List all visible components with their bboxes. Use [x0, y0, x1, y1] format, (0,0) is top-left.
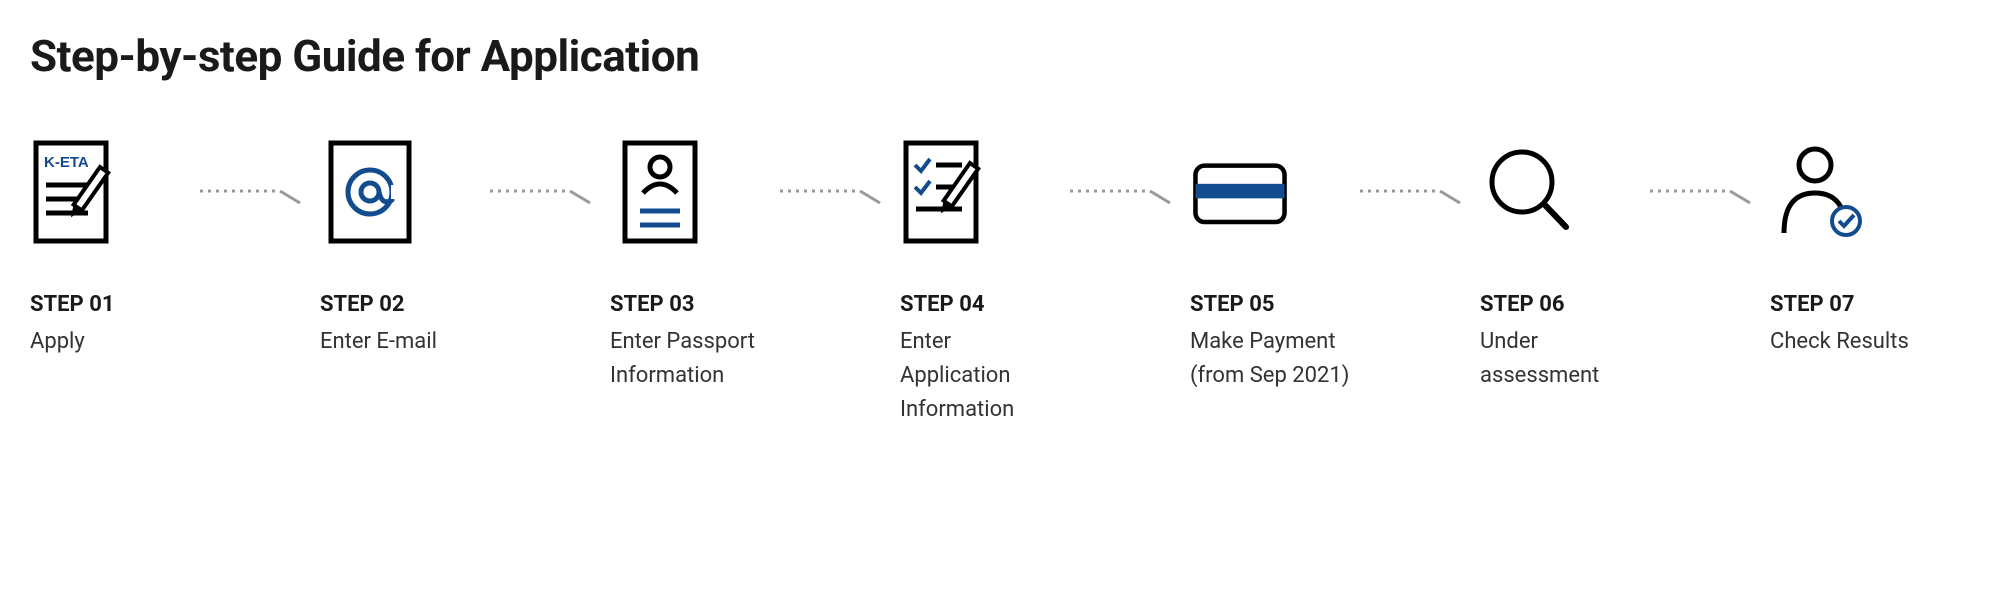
step-06: STEP 06 Under assessment: [1480, 132, 1650, 393]
step-desc: Enter E-mail: [320, 325, 480, 359]
step-label: STEP 02: [320, 292, 490, 317]
step-03: STEP 03 Enter Passport Information: [610, 132, 780, 393]
step-01: K-ETA STEP 01 Apply: [30, 132, 200, 359]
steps-row: K-ETA STEP 01 Apply: [30, 132, 1976, 427]
user-check-icon: [1770, 132, 1870, 252]
step-label: STEP 04: [900, 292, 1070, 317]
connector-icon: [780, 132, 900, 252]
step-desc: Under assessment: [1480, 325, 1640, 393]
step-label: STEP 05: [1190, 292, 1360, 317]
connector-icon: [490, 132, 610, 252]
step-desc: Enter Application Information: [900, 325, 1060, 427]
step-label: STEP 01: [30, 292, 200, 317]
step-07: STEP 07 Check Results: [1770, 132, 1940, 359]
step-label: STEP 03: [610, 292, 780, 317]
connector-icon: [1360, 132, 1480, 252]
apply-form-icon: K-ETA: [30, 132, 130, 252]
email-at-icon: [320, 132, 420, 252]
step-04: STEP 04 Enter Application Information: [900, 132, 1070, 427]
step-05: STEP 05 Make Payment (from Sep 2021): [1190, 132, 1360, 393]
page-title: Step-by-step Guide for Application: [30, 30, 1976, 82]
step-desc: Enter Passport Information: [610, 325, 770, 393]
svg-text:K-ETA: K-ETA: [44, 154, 89, 171]
step-label: STEP 06: [1480, 292, 1650, 317]
step-desc: Check Results: [1770, 325, 1930, 359]
step-label: STEP 07: [1770, 292, 1940, 317]
connector-icon: [200, 132, 320, 252]
step-02: STEP 02 Enter E-mail: [320, 132, 490, 359]
step-desc: Apply: [30, 325, 190, 359]
connector-icon: [1070, 132, 1190, 252]
connector-icon: [1650, 132, 1770, 252]
credit-card-icon: [1190, 132, 1290, 252]
magnifier-icon: [1480, 132, 1580, 252]
step-desc: Make Payment (from Sep 2021): [1190, 325, 1350, 393]
passport-icon: [610, 132, 710, 252]
checklist-icon: [900, 132, 1000, 252]
